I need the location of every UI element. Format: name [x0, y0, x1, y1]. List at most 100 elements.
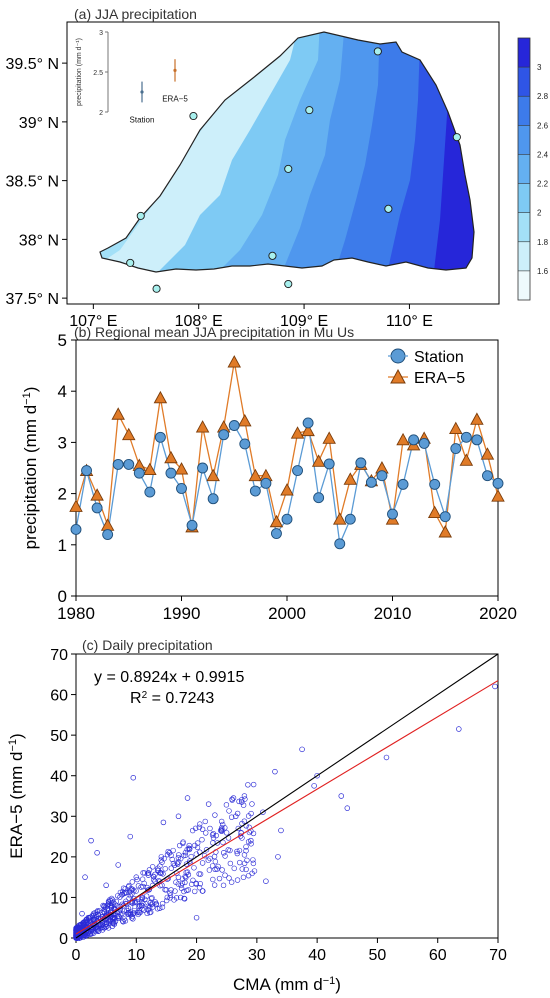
station-point [186, 519, 198, 531]
era5-point [470, 412, 484, 425]
inset-ylabel: precipitation (mm d⁻¹) [76, 38, 83, 106]
scatter-point [144, 910, 150, 917]
scatter-point [146, 886, 152, 893]
scatter-point [240, 802, 247, 808]
colorbar-segment [518, 183, 530, 213]
station-point [482, 470, 493, 482]
regression-equation: y = 0.8924x + 0.9915 [94, 669, 244, 686]
era5-point [227, 355, 242, 368]
map-y-ticks: 39.5° N 39° N 38.5° N 38° N 37.5° N [5, 56, 67, 308]
panel-c-lines [75, 653, 499, 939]
panel-b-timeseries: (b) Regional mean JJA precipitation in M… [21, 324, 517, 623]
scatter-point [222, 825, 228, 831]
scatter-point [120, 919, 126, 925]
scatter-point [205, 801, 212, 807]
scatter-point [119, 889, 126, 895]
scatter-point [205, 857, 211, 863]
scatter-point [215, 863, 221, 870]
scatter-point [228, 814, 235, 820]
era5-point [269, 514, 284, 528]
scatter-point [73, 935, 79, 941]
scatter-point [122, 918, 129, 924]
era5-point [343, 472, 358, 485]
scatter-point [94, 914, 100, 920]
station-point [249, 485, 261, 497]
era5-point [322, 431, 336, 444]
scatter-point [223, 830, 230, 836]
era5-point [164, 450, 178, 464]
panel-c-scatter: (c) Daily precipitation 0 10 20 30 40 50 60 700… [7, 637, 507, 994]
scatter-point [212, 858, 219, 865]
station-point [323, 458, 335, 470]
scatter-point [236, 798, 242, 805]
panel-c-x-tick-label: 40 [308, 947, 326, 964]
scatter-point [184, 795, 191, 801]
scatter-point [134, 876, 140, 883]
scatter-point [168, 865, 175, 871]
scatter-point [121, 916, 127, 922]
map-x-tick-label: 108° E [175, 313, 223, 330]
scatter-point [110, 899, 117, 906]
era5-point [491, 489, 505, 502]
scatter-point [234, 848, 240, 855]
scatter-point [226, 808, 232, 814]
scatter-point [82, 874, 88, 880]
scatter-point [88, 837, 94, 844]
station-point [228, 420, 240, 431]
scatter-point [241, 860, 248, 866]
station-point [218, 429, 230, 441]
scatter-point [185, 887, 192, 893]
scatter-point [197, 881, 203, 887]
scatter-point [186, 846, 193, 853]
inset-mean-marker [173, 68, 177, 72]
scatter-point [131, 907, 138, 914]
inset-category-label: Station [130, 115, 155, 124]
map-x-ticks: 107° E 108° E 109° E 110° E [69, 304, 433, 330]
colorbar-segment [518, 67, 530, 97]
era5-point [153, 390, 168, 404]
scatter-point [131, 899, 138, 906]
scatter-point [182, 852, 189, 859]
scatter-point [129, 915, 135, 921]
scatter-point [216, 875, 223, 882]
scatter-point [176, 842, 183, 849]
scatter-point [272, 768, 278, 775]
station-point [302, 417, 314, 429]
panel-c-x-tick-label: 10 [127, 947, 145, 964]
station-marker [136, 211, 145, 220]
station-point [123, 458, 135, 470]
panel-b-title: (b) Regional mean JJA precipitation in M… [74, 324, 354, 340]
scatter-point [231, 865, 237, 872]
scatter-point [299, 746, 305, 753]
scatter-point [203, 830, 209, 836]
scatter-point [228, 879, 235, 885]
scatter-point [159, 900, 166, 907]
scatter-point [199, 888, 206, 894]
station-marker [152, 284, 161, 293]
era5-point [311, 454, 326, 467]
era5-point [248, 468, 263, 482]
scatter-point [149, 864, 156, 870]
scatter-point [239, 866, 245, 872]
scatter-point [82, 932, 88, 938]
scatter-point [250, 857, 256, 863]
panel-c-y-tick-label: 30 [50, 809, 68, 826]
station-point [144, 486, 156, 498]
panel-c-points [73, 683, 498, 941]
scatter-point [179, 880, 186, 886]
panel-b-y-tick-label: 2 [58, 485, 67, 504]
scatter-point [135, 883, 142, 889]
panel-a-map: (a) JJA precipitation precipitation (mm … [5, 6, 548, 330]
scatter-point [456, 726, 462, 732]
station-point [313, 492, 325, 504]
station-point [365, 476, 377, 488]
colorbar-segment [518, 212, 530, 242]
scatter-point [163, 897, 170, 904]
scatter-point [164, 851, 171, 858]
scatter-point [189, 827, 196, 834]
scatter-point [219, 826, 225, 832]
scatter-point [233, 813, 239, 820]
scatter-point [143, 893, 150, 899]
scatter-point [241, 818, 248, 824]
scatter-point [235, 825, 241, 832]
